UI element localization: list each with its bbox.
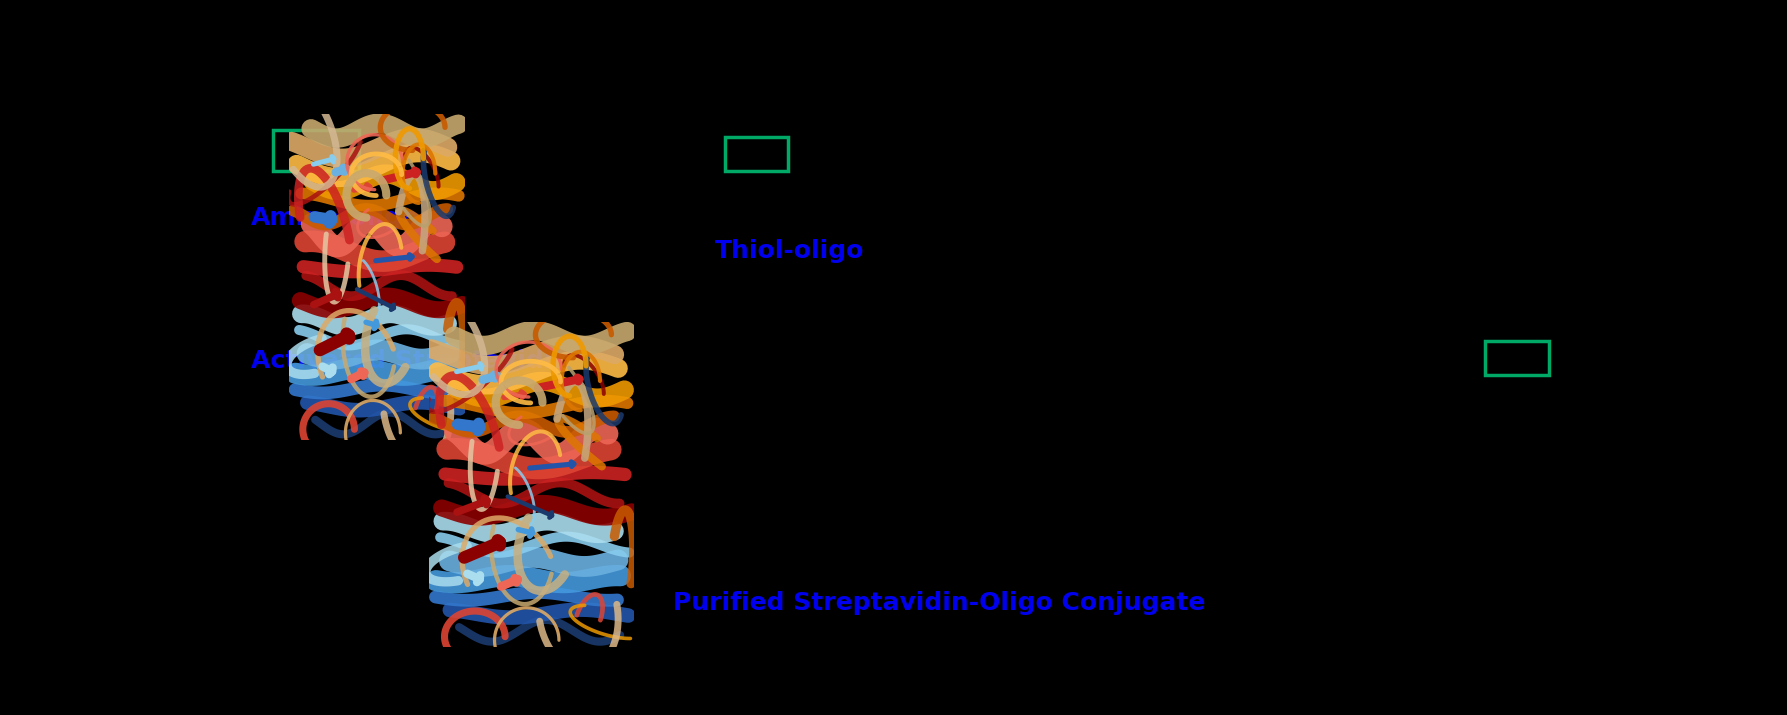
- Polygon shape: [306, 171, 327, 174]
- Bar: [1485, 341, 1549, 375]
- Bar: [273, 130, 359, 171]
- Text: Activated Streptavidin: Activated Streptavidin: [250, 349, 570, 373]
- Bar: [726, 137, 788, 171]
- Text: Thiol-oligo: Thiol-oligo: [715, 239, 865, 263]
- Text: Purified Streptavidin-Oligo Conjugate: Purified Streptavidin-Oligo Conjugate: [674, 591, 1206, 616]
- Text: Amine-oligo: Amine-oligo: [250, 206, 420, 230]
